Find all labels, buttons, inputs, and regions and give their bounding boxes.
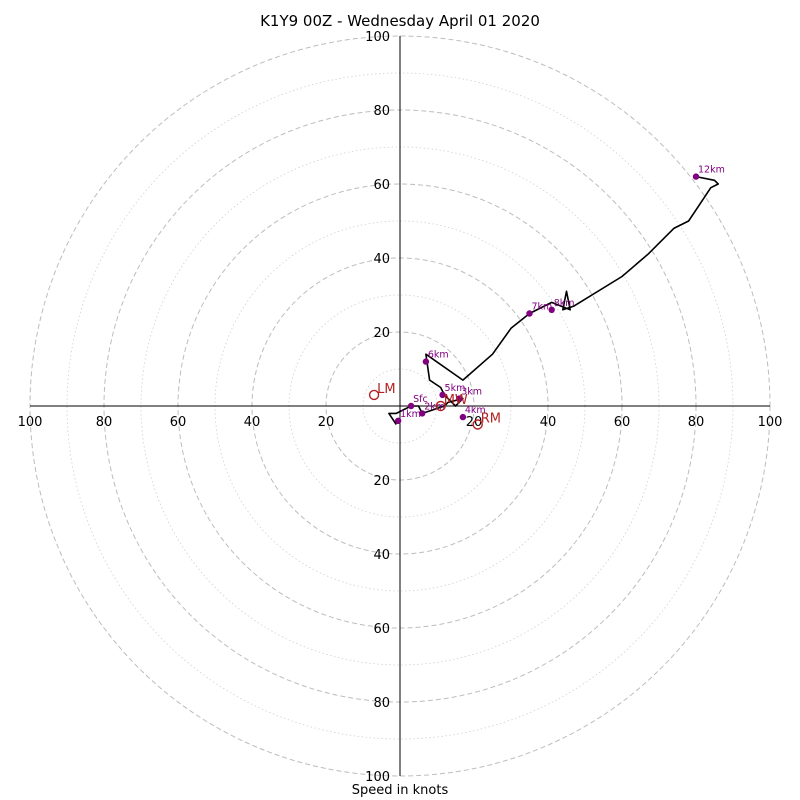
tick-label-west-100: 100: [18, 415, 43, 430]
height-point-8km: [548, 306, 555, 313]
motion-marker-lm: [368, 389, 380, 401]
x-axis-label: Speed in knots: [351, 783, 449, 798]
height-point-7km: [526, 310, 533, 317]
chart-title: K1Y9 00Z - Wednesday April 01 2020: [260, 12, 540, 30]
hodograph-trace: [388, 175, 720, 425]
motion-marker-mw: [435, 400, 446, 412]
height-point-4km: [459, 413, 467, 421]
height-label-7km: 7km: [532, 302, 553, 313]
height-point-3km: [456, 395, 463, 402]
hodograph-line: [388, 175, 720, 425]
height-label-5km: 5km: [445, 383, 466, 394]
height-label-6km: 6km: [428, 350, 449, 361]
height-point-12km: [692, 173, 700, 180]
motion-label-lm: LM: [377, 382, 395, 397]
storm-motion-markers: LM MW RM: [368, 382, 501, 430]
tick-label-north-60: 60: [373, 178, 390, 193]
tick-label-east-80: 80: [688, 415, 705, 430]
motion-label-rm: RM: [481, 412, 501, 427]
tick-label-north-100: 100: [365, 30, 390, 45]
tick-label-south-60: 60: [373, 622, 390, 637]
height-label-sfc: Sfc: [413, 394, 428, 405]
tick-label-south-100: 100: [365, 770, 390, 785]
tick-label-west-40: 40: [244, 415, 261, 430]
tick-label-north-80: 80: [373, 104, 390, 119]
axes: [30, 36, 770, 776]
height-label-8km: 8km: [554, 298, 575, 309]
tick-label-north-20: 20: [373, 326, 390, 341]
tick-label-north-40: 40: [373, 252, 390, 267]
motion-marker-rm: [472, 419, 483, 430]
height-point-1km: [394, 417, 402, 424]
height-label-3km: 3km: [461, 387, 482, 398]
height-point-5km: [439, 391, 446, 399]
tick-label-south-40: 40: [373, 548, 390, 563]
tick-label-south-80: 80: [373, 696, 390, 711]
tick-label-west-20: 20: [318, 415, 335, 430]
tick-label-east-100: 100: [758, 415, 783, 430]
tick-label-east-40: 40: [540, 415, 557, 430]
height-point-6km: [422, 358, 430, 365]
height-point-2km: [419, 410, 426, 417]
height-point-sfc: [407, 402, 415, 410]
tick-label-west-80: 80: [96, 415, 113, 430]
height-label-2km: 2km: [424, 401, 445, 412]
height-label-1km: 1km: [400, 409, 421, 420]
tick-label-west-60: 60: [170, 415, 187, 430]
motion-label-mw: MW: [444, 393, 468, 408]
height-label-4km: 4km: [465, 405, 486, 416]
height-label-12km: 12km: [698, 165, 725, 176]
tick-label-south-20: 20: [373, 474, 390, 489]
tick-label-east-60: 60: [614, 415, 631, 430]
